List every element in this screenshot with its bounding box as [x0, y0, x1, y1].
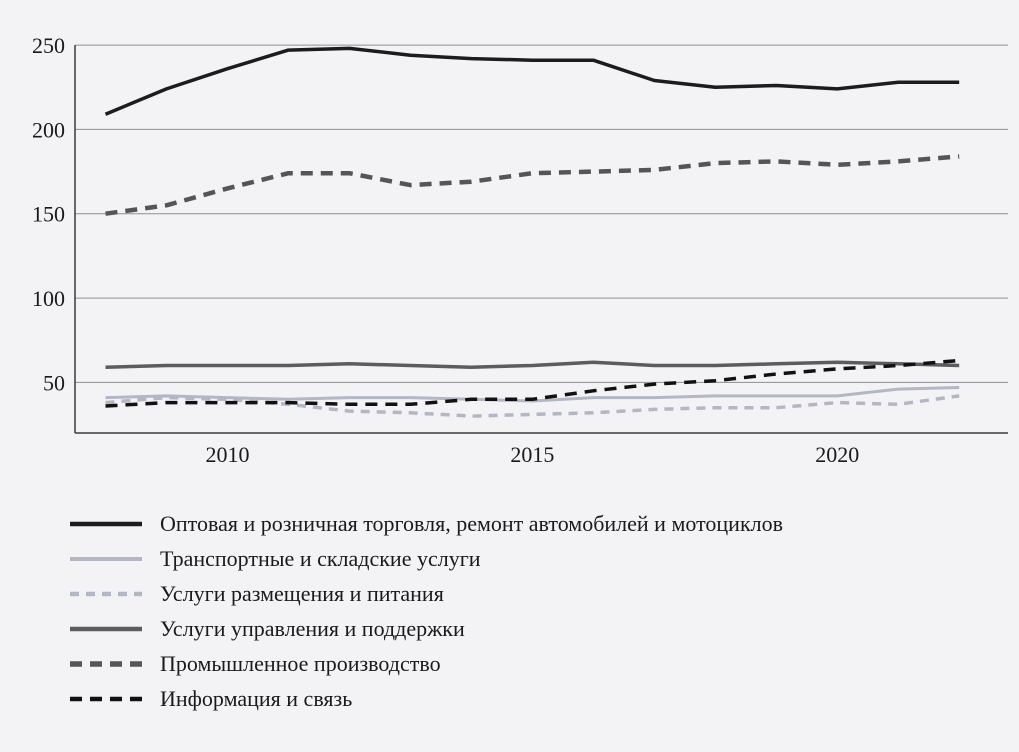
legend-item: Услуги размещения и питания	[70, 576, 1019, 611]
legend-label: Оптовая и розничная торговля, ремонт авт…	[160, 510, 784, 536]
legend-item: Транспортные и складские услуги	[70, 541, 1019, 576]
legend-swatch	[70, 556, 142, 561]
legend-swatch	[70, 591, 142, 596]
y-tick-label: 200	[32, 117, 65, 142]
legend-item: Информация и связь	[70, 681, 1019, 716]
series-line-0	[104, 46, 960, 116]
legend-label: Информация и связь	[160, 685, 353, 711]
x-tick-label: 2020	[815, 442, 859, 467]
series-line-2	[105, 394, 960, 418]
legend-item: Оптовая и розничная торговля, ремонт авт…	[70, 506, 1019, 541]
legend-label: Услуги управления и поддержки	[160, 615, 465, 641]
series-line-5	[105, 358, 960, 408]
legend-label: Промышленное производство	[160, 650, 441, 676]
legend-label: Транспортные и складские услуги	[160, 545, 481, 571]
legend-item: Промышленное производство	[70, 646, 1019, 681]
legend-swatch	[70, 660, 142, 667]
legend-label: Услуги размещения и питания	[160, 580, 444, 606]
line-chart: 50 100 150 200 250 2010 2015 2020	[32, 33, 1008, 467]
legend-swatch	[70, 696, 142, 701]
series-line-4	[105, 154, 960, 216]
series-line-3	[105, 360, 960, 369]
legend-swatch	[70, 521, 142, 526]
y-tick-label: 250	[32, 33, 65, 58]
legend-swatch	[70, 626, 142, 631]
x-tick-label: 2010	[206, 442, 250, 467]
y-tick-label: 100	[32, 286, 65, 311]
y-tick-label: 150	[32, 202, 65, 227]
legend-item: Услуги управления и поддержки	[70, 611, 1019, 646]
y-tick-label: 50	[43, 370, 65, 395]
x-tick-label: 2015	[510, 442, 554, 467]
chart-legend: Оптовая и розничная торговля, ремонт авт…	[70, 506, 1019, 716]
